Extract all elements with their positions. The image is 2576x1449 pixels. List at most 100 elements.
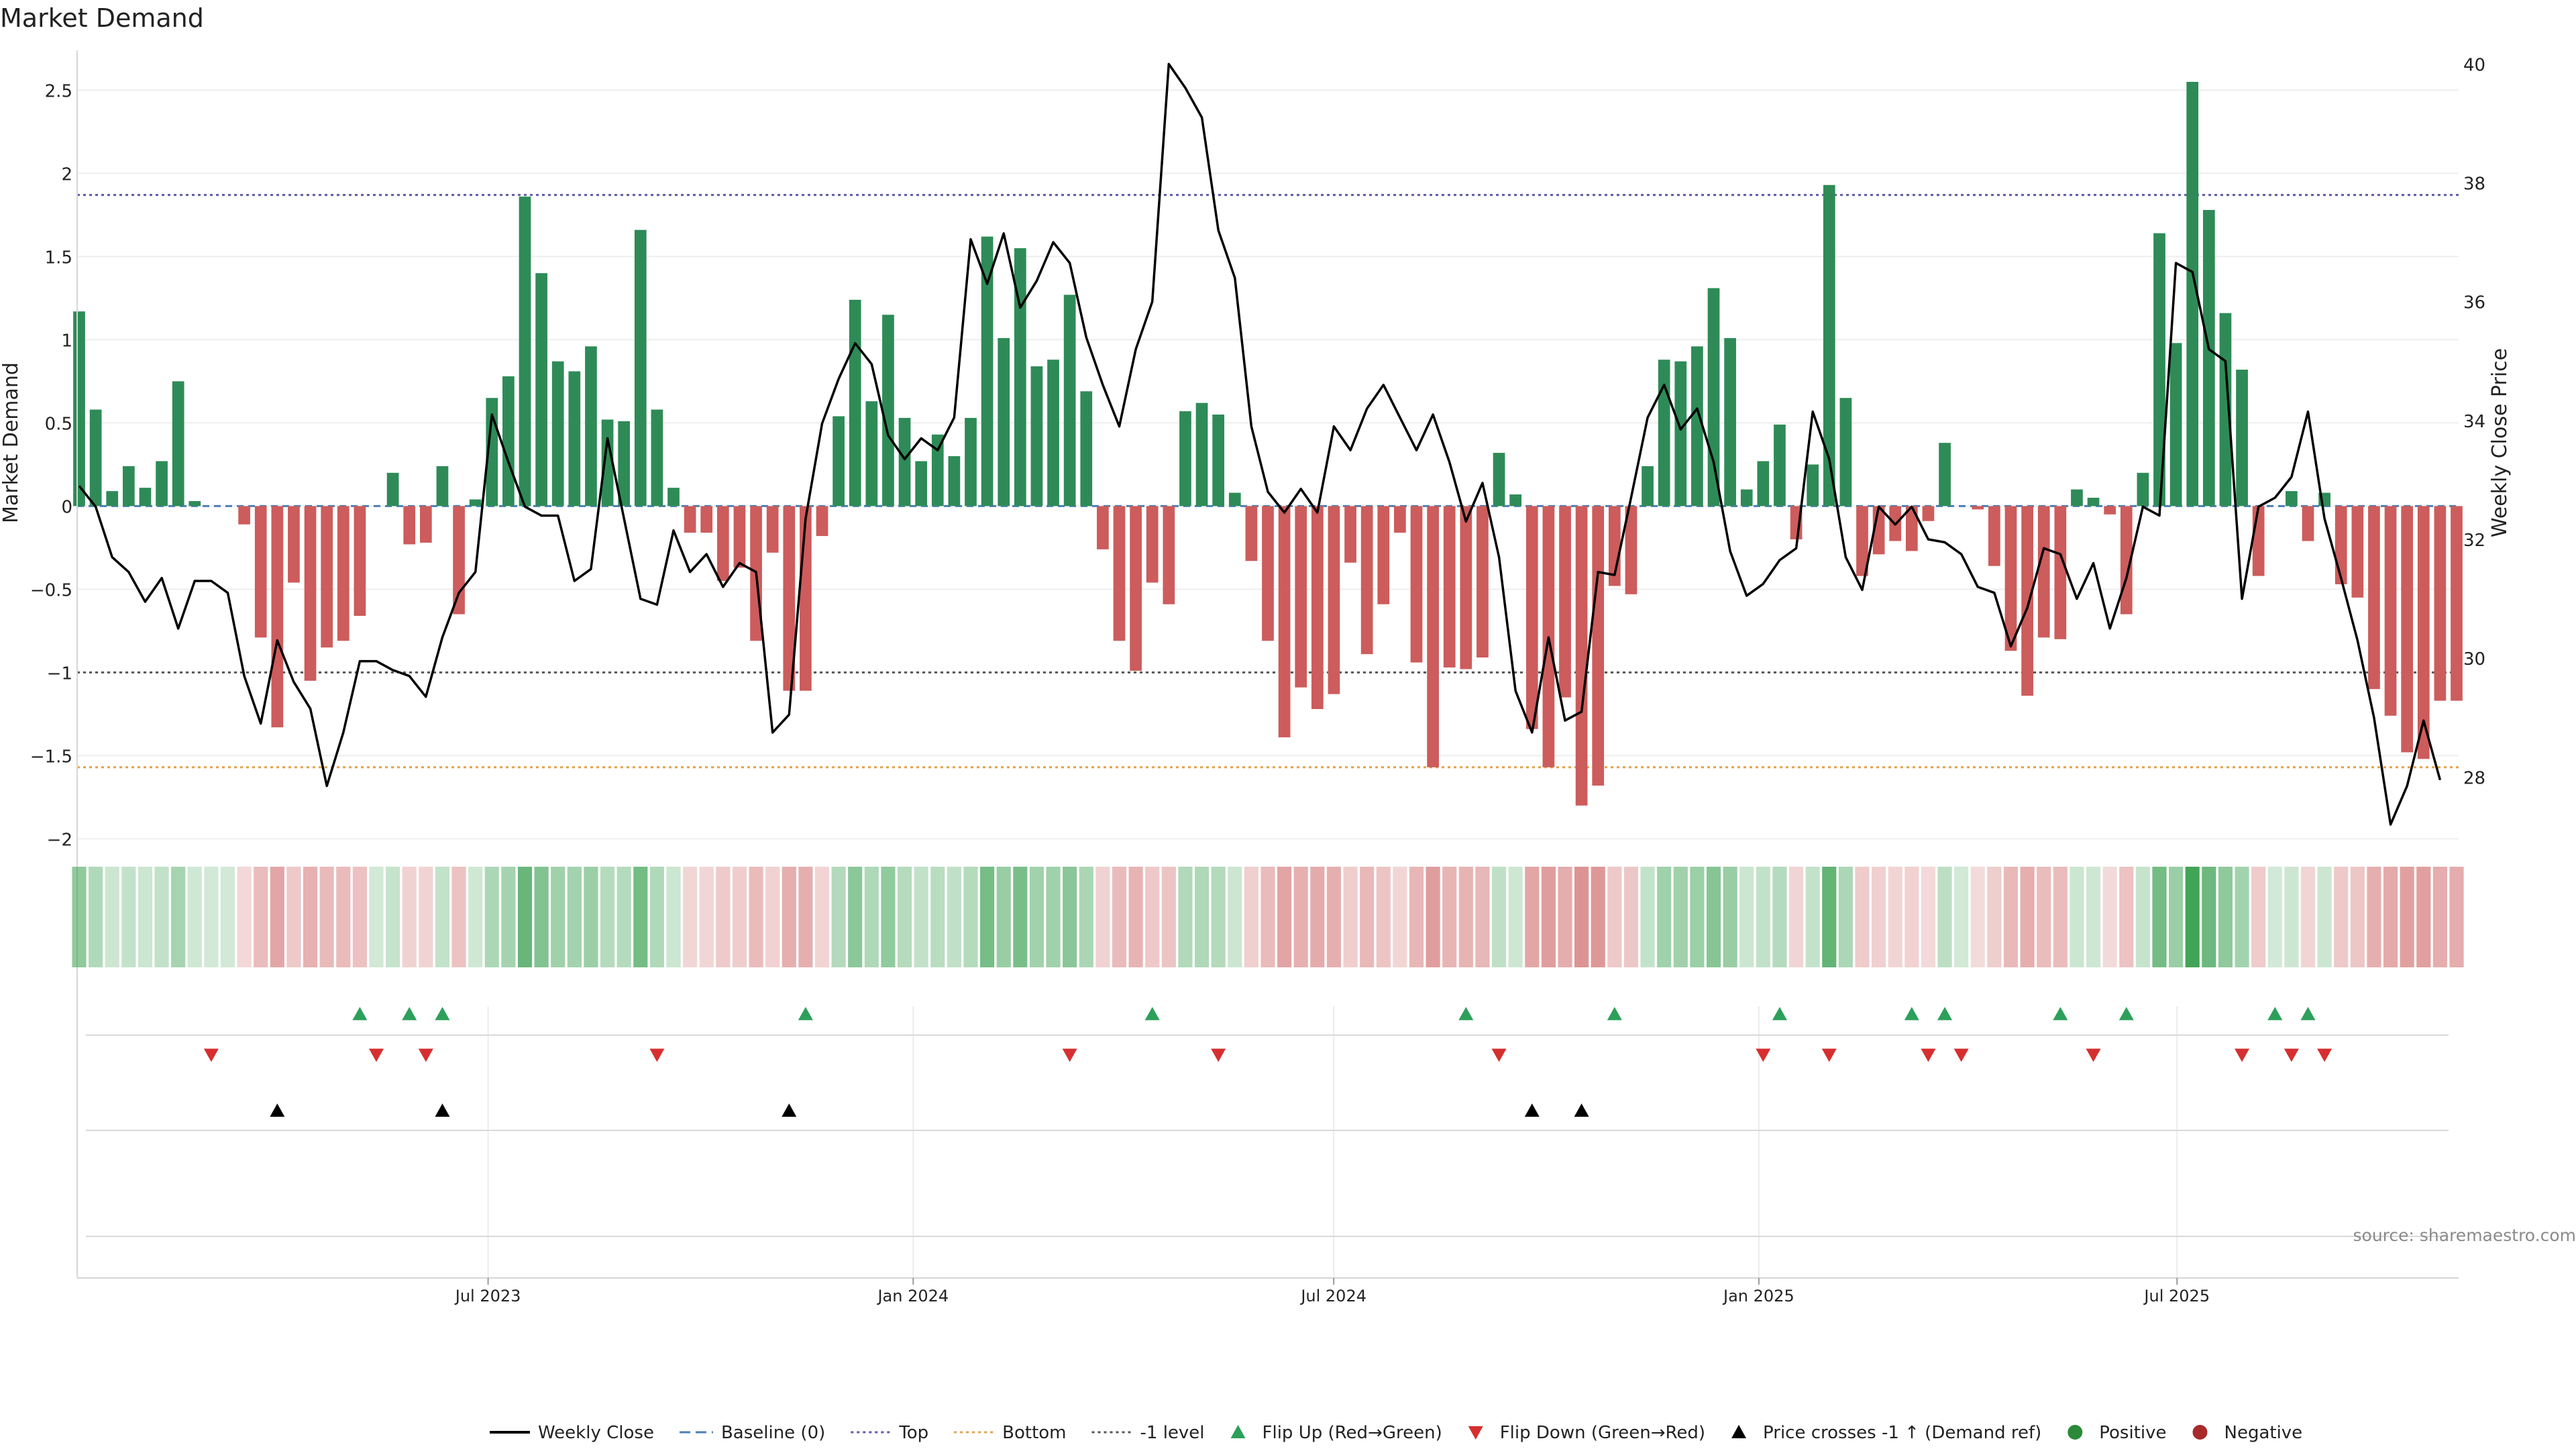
demand-bar (816, 506, 828, 537)
heat-cell (749, 867, 763, 967)
demand-bar (1245, 506, 1258, 561)
heat-cell (716, 867, 731, 967)
event-markers (86, 1007, 2449, 1237)
demand-bar (73, 311, 85, 506)
demand-bar (1559, 506, 1571, 698)
heat-cell (484, 867, 499, 967)
demand-bar (122, 466, 135, 506)
demand-bar (1014, 248, 1026, 506)
legend-item: Bottom (954, 1423, 1067, 1443)
demand-bar (254, 506, 267, 638)
heat-cell (1013, 867, 1028, 967)
demand-bar (1856, 506, 1868, 576)
left-tick-label: 2 (61, 164, 72, 184)
legend-item: Negative (2192, 1423, 2303, 1443)
demand-bar (585, 346, 597, 506)
price-line (78, 62, 2442, 826)
demand-bar (2071, 489, 2083, 506)
heat-cell (2070, 867, 2084, 967)
heat-cell (2367, 867, 2381, 967)
demand-bar (1807, 464, 1819, 506)
flip-down-marker (1211, 1049, 1226, 1062)
heat-cell (105, 867, 119, 967)
heat-cell (1987, 867, 2002, 967)
heat-cell (1343, 867, 1358, 967)
legend-item: Weekly Close (490, 1423, 654, 1443)
flip-down-marker (369, 1049, 384, 1062)
heat-cell (138, 867, 153, 967)
demand-bar (1525, 506, 1538, 729)
heat-cell (1194, 867, 1210, 967)
heat-cell (1393, 867, 1407, 967)
heat-cell (1244, 867, 1258, 967)
demand-bar (2186, 82, 2199, 506)
flip-up-marker (798, 1007, 813, 1020)
flip-down-marker (1821, 1049, 1837, 1062)
demand-bar (1360, 506, 1373, 655)
flip-up-marker (1904, 1007, 1919, 1020)
heat-cell (2317, 867, 2332, 967)
demand-bar (1080, 391, 1093, 506)
demand-bar (915, 461, 928, 506)
demand-bar (601, 419, 614, 506)
demand-bar (2434, 506, 2447, 701)
heat-cell (1607, 867, 1622, 967)
heat-cell (1326, 867, 1342, 967)
heat-cell (2334, 867, 2349, 967)
heat-cell (1640, 867, 1655, 967)
flip-down-marker (1491, 1049, 1507, 1062)
heat-cell (1426, 867, 1440, 967)
demand-bar (2236, 370, 2248, 506)
right-tick-label: 30 (2463, 649, 2485, 669)
heat-cell (1921, 867, 1936, 967)
heat-cell (963, 867, 978, 967)
demand-bar (551, 361, 564, 506)
left-tick-label: −2 (47, 830, 72, 850)
demand-bar (618, 421, 631, 506)
legend-label: Weekly Close (538, 1423, 654, 1443)
flip-up-marker (1772, 1007, 1787, 1020)
demand-bar (1922, 506, 1935, 521)
heat-cell (814, 867, 830, 967)
heat-cell (1525, 867, 1540, 967)
legend-label: Negative (2224, 1423, 2303, 1443)
demand-bar (1328, 506, 1340, 694)
grid-lines (77, 89, 2459, 1281)
demand-bar (1972, 506, 1984, 510)
reference-lines (77, 194, 2459, 769)
demand-bar (1047, 360, 1059, 506)
heat-cell (1574, 867, 1589, 967)
left-tick-label: 0 (61, 497, 72, 517)
demand-bar (1443, 506, 1456, 667)
heat-cell (1657, 867, 1672, 967)
demand-bar (2153, 233, 2165, 506)
demand-bar (1113, 506, 1126, 641)
demand-bar (1575, 506, 1588, 806)
demand-bar (2037, 506, 2050, 638)
demand-bar (1097, 506, 1109, 549)
demand-bar (1477, 506, 1489, 658)
right-tick-label: 40 (2463, 55, 2485, 75)
heat-cell (1112, 867, 1127, 967)
demand-bar (733, 506, 746, 568)
heat-cell (1706, 867, 1721, 967)
heat-cell (1161, 867, 1176, 967)
demand-bar (386, 472, 399, 506)
heat-cell (220, 867, 235, 967)
demand-bar (139, 488, 152, 506)
heat-cell (1723, 867, 1737, 967)
demand-bar (1757, 461, 1770, 506)
heat-cell (914, 867, 928, 967)
demand-bar (783, 506, 796, 691)
x-tick-label: Jul 2025 (2143, 1287, 2210, 1305)
right-tick-label: 34 (2463, 412, 2485, 432)
demand-bar (1460, 506, 1472, 669)
heat-cell (1888, 867, 1902, 967)
heat-cell (683, 867, 698, 967)
heat-cell (1145, 867, 1160, 967)
heat-cell (1260, 867, 1275, 967)
heat-cell (1623, 867, 1639, 967)
heat-cell (2037, 867, 2051, 967)
heat-cell (1293, 867, 1308, 967)
demand-bar (1228, 492, 1241, 506)
